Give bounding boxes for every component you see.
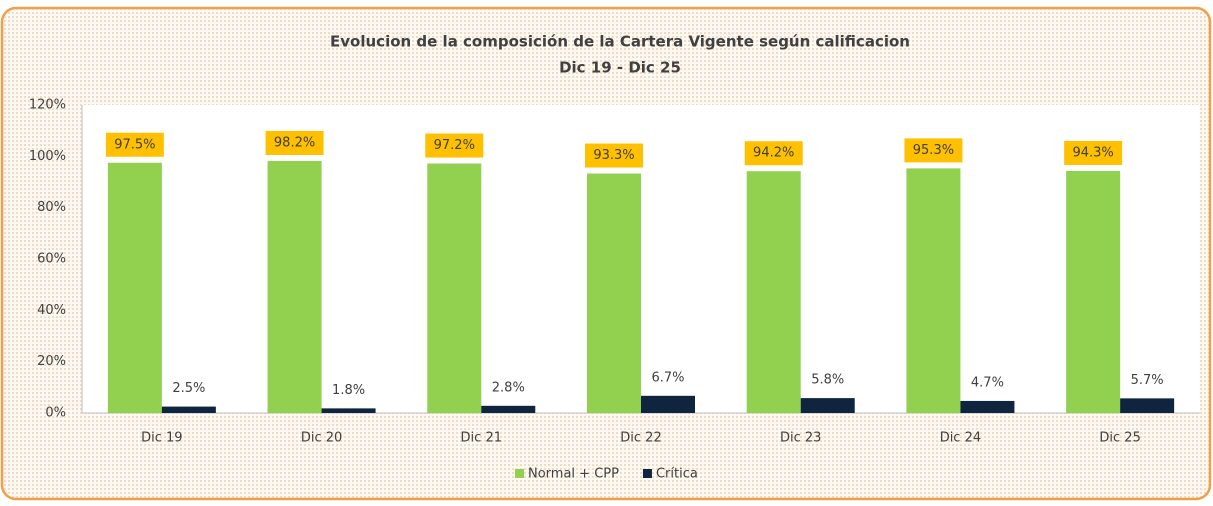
value-label-box — [265, 130, 324, 155]
chart-title: Evolucion de la composición de la Carter… — [330, 33, 910, 51]
bar — [481, 405, 536, 413]
legend-swatch — [515, 469, 524, 478]
value-label-box — [425, 133, 484, 158]
legend-swatch — [642, 469, 652, 478]
value-label: 6.7% — [651, 370, 684, 385]
value-label: 95.3% — [913, 143, 954, 158]
legend-label: Crítica — [656, 467, 698, 482]
y-tick-label: 120% — [29, 98, 66, 113]
bar — [161, 406, 216, 413]
y-tick-label: 60% — [37, 252, 66, 267]
bar — [267, 160, 322, 413]
bar — [1120, 398, 1175, 413]
value-label: 94.2% — [753, 146, 794, 161]
legend-label: Normal + CPP — [528, 467, 619, 482]
value-label: 97.5% — [114, 137, 155, 152]
x-tick-label: Dic 20 — [301, 431, 342, 446]
value-label: 5.7% — [1131, 373, 1164, 388]
y-tick-label: 40% — [37, 303, 66, 318]
value-label-box — [744, 141, 803, 166]
value-label: 4.7% — [971, 375, 1004, 390]
y-tick-label: 20% — [37, 354, 66, 369]
value-label: 5.8% — [811, 373, 844, 388]
chart-subtitle: Dic 19 - Dic 25 — [559, 59, 681, 77]
value-label-box — [904, 138, 963, 163]
bar — [960, 400, 1015, 413]
value-label: 97.2% — [434, 138, 475, 153]
bar — [906, 168, 961, 413]
x-tick-label: Dic 24 — [940, 431, 981, 446]
value-label: 94.3% — [1072, 145, 1113, 160]
value-label: 2.5% — [172, 381, 205, 396]
x-tick-label: Dic 23 — [780, 431, 821, 446]
value-label-box — [1064, 140, 1123, 165]
x-tick-label: Dic 21 — [461, 431, 502, 446]
bar — [587, 173, 641, 413]
value-label-box — [585, 143, 643, 168]
x-tick-label: Dic 25 — [1099, 431, 1140, 446]
y-tick-label: 0% — [45, 406, 66, 421]
y-tick-label: 80% — [37, 200, 66, 215]
value-label: 93.3% — [593, 148, 634, 163]
bar — [800, 398, 855, 413]
bar — [746, 171, 801, 413]
x-tick-label: Dic 19 — [141, 431, 182, 446]
bar — [427, 163, 482, 413]
x-tick-label: Dic 22 — [620, 431, 661, 446]
value-label: 2.8% — [492, 380, 525, 395]
y-tick-label: 100% — [29, 149, 66, 164]
value-label: 98.2% — [274, 135, 315, 150]
bar — [321, 408, 376, 413]
bar — [1066, 170, 1121, 413]
bar — [641, 395, 695, 413]
value-label: 1.8% — [332, 383, 365, 398]
bar — [107, 162, 162, 413]
value-label-box — [105, 132, 164, 157]
